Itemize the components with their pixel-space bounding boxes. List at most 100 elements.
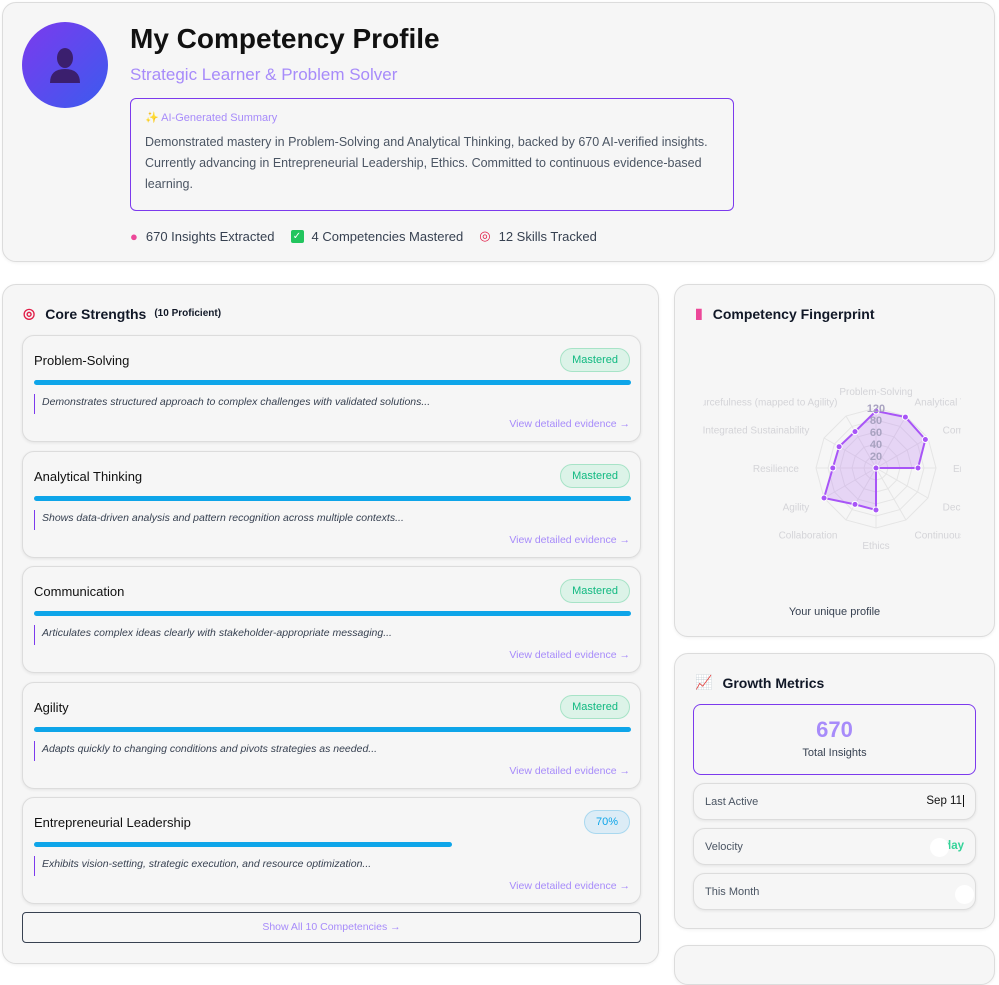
sparkles-icon: ✨ [145, 112, 159, 124]
status-badge: 70% [583, 810, 630, 834]
axis-label: Analytical Thinking [915, 397, 962, 408]
page-title: My Competency Profile [130, 23, 440, 54]
status-badge: Mastered [560, 463, 630, 488]
chart-caption: Your unique profile [788, 606, 881, 618]
axis-label: Decision-Making [943, 503, 961, 514]
data-point [820, 494, 828, 502]
metric-velocity: Velocity/day [693, 828, 976, 865]
evidence-snippet: Demonstrates structured approach to comp… [34, 394, 430, 414]
metric-this-month: This Month [693, 873, 976, 910]
stat-insights: 670 Insights Extracted [145, 228, 275, 244]
stat-mastered: 4 Competencies Mastered [311, 228, 464, 244]
competency-name: Problem-Solving [34, 353, 130, 368]
progress-bar [34, 726, 631, 732]
competency-card[interactable]: Agility Mastered Adapts quickly to chang… [22, 681, 641, 789]
competency-card[interactable]: Analytical Thinking Mastered Shows data-… [22, 450, 641, 558]
evidence-snippet: Exhibits vision-setting, strategic execu… [34, 856, 371, 876]
total-insights-label: Total Insights [802, 747, 867, 759]
data-point [829, 464, 837, 472]
section-title: Growth Metrics [722, 674, 825, 691]
competency-name: Agility [34, 699, 69, 715]
proficient-count: (10 Proficient) [154, 308, 222, 319]
axis-label: Ethics [862, 541, 889, 552]
axis-label: Problem-Solving [839, 387, 912, 398]
data-point [872, 407, 880, 415]
tick-label: 40 [870, 439, 882, 451]
view-evidence-link[interactable]: View detailed evidence → [509, 649, 630, 661]
view-evidence-link[interactable]: View detailed evidence → [509, 764, 630, 777]
progress-bar [34, 380, 631, 385]
total-insights-card: 670 Total Insights [693, 704, 976, 775]
tick-label: 120 [867, 403, 885, 415]
data-area [822, 409, 927, 512]
competency-card[interactable]: Problem-Solving Mastered Demonstrates st… [22, 335, 641, 442]
competency-name: Entrepreneurial Leadership [34, 815, 191, 830]
axis-label: Agility [783, 503, 810, 514]
view-evidence-link[interactable]: View detailed evidence → [509, 418, 630, 430]
data-point [921, 436, 929, 443]
competency-name: Communication [34, 584, 125, 599]
core-strengths-panel: ◎ Core Strengths (10 Proficient) Problem-S… [2, 284, 659, 964]
axis-label: Entrepreneurial Leadership [953, 464, 961, 475]
profile-header: My Competency Profile Strategic Learner … [2, 2, 995, 262]
metric-label: Last Active [705, 796, 759, 808]
evidence-snippet: Adapts quickly to changing conditions an… [34, 740, 377, 761]
data-point [872, 464, 880, 472]
tick-label: 80 [870, 415, 882, 427]
axis-label: Resilience [753, 464, 800, 475]
target-icon: ◎ [23, 305, 36, 321]
loading-dot [955, 885, 974, 904]
next-panel [674, 945, 995, 985]
metric-label: This Month [705, 886, 760, 898]
avatar [22, 22, 108, 108]
axis-label: Collaboration [779, 531, 838, 542]
grid-spoke [823, 467, 877, 499]
competency-card[interactable]: Communication Mastered Articulates compl… [22, 566, 641, 673]
metric-label: Velocity [705, 841, 743, 853]
view-evidence-link[interactable]: View detailed evidence → [509, 533, 630, 546]
page-subtitle: Strategic Learner & Problem Solver [130, 65, 398, 84]
stat-skills: 12 Skills Tracked [498, 228, 597, 244]
metric-last-active: Last Active Sep 11 [693, 783, 976, 820]
total-insights-value: 670 [816, 717, 853, 742]
data-point [872, 506, 880, 514]
progress-bar [34, 611, 631, 616]
tick-label: 20 [870, 451, 882, 463]
loading-dot [930, 838, 949, 857]
chart-line-icon: 📈 [695, 674, 713, 690]
data-point [914, 464, 922, 472]
competency-name: Analytical Thinking [34, 468, 143, 484]
show-all-button[interactable]: Show All 10 Competencies → [22, 912, 641, 943]
grid-spoke [875, 467, 929, 499]
tick-label: 60 [870, 427, 882, 439]
grid-spoke [875, 437, 929, 469]
view-evidence-link[interactable]: View detailed evidence → [509, 880, 630, 892]
grid-spoke [823, 437, 877, 469]
grid-spoke [875, 467, 907, 521]
axis-label: Communication [943, 426, 961, 437]
grid-spoke [875, 415, 907, 469]
grid-spoke [845, 415, 877, 469]
data-point [851, 428, 859, 436]
target-icon: ◎ [479, 228, 491, 243]
data-point [901, 413, 909, 421]
brain-icon: ● [130, 228, 138, 244]
fingerprint-panel: ▮ Competency Fingerprint Problem-Solving A… [674, 284, 995, 637]
progress-bar [34, 495, 631, 501]
metric-value: Sep 11 [926, 795, 964, 807]
user-icon [50, 48, 80, 83]
ai-summary: ✨ AI-Generated Summary Demonstrated mast… [130, 98, 734, 211]
summary-text: Demonstrated mastery in Problem-Solving … [145, 135, 708, 191]
growth-metrics-panel: 📈 Growth Metrics 670 Total Insights Last … [674, 653, 995, 929]
status-badge: Mastered [560, 694, 630, 719]
competency-card[interactable]: Entrepreneurial Leadership 70% Exhibits … [22, 797, 641, 904]
status-badge: Mastered [560, 348, 630, 372]
stats-row: ● 670 Insights Extracted ✓ 4 Competencies … [130, 228, 597, 244]
section-title: Competency Fingerprint [712, 305, 875, 322]
axis-label: Integrated Sustainability [703, 426, 809, 437]
bar-chart-icon: ▮ [695, 305, 703, 321]
summary-label: AI-Generated Summary [161, 112, 278, 124]
grid-spoke [845, 467, 877, 521]
evidence-snippet: Articulates complex ideas clearly with s… [34, 625, 392, 645]
